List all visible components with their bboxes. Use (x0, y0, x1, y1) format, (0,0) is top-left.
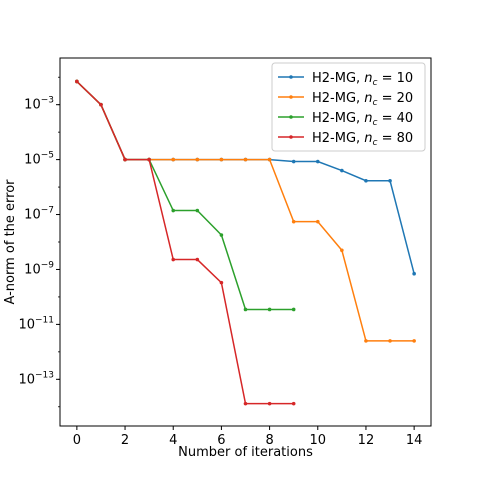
data-point (315, 219, 320, 224)
x-tick-label: 6 (217, 433, 225, 448)
y-tick-label: 10−7 (24, 206, 54, 223)
legend-marker (289, 115, 293, 119)
x-tick-label: 4 (169, 433, 177, 448)
data-point (315, 159, 320, 164)
data-point (75, 79, 79, 84)
data-point (219, 157, 224, 162)
data-point (195, 208, 200, 213)
series-line (76, 80, 294, 405)
data-point (243, 401, 248, 406)
y-tick-label: 10−11 (18, 315, 54, 332)
data-point (219, 233, 224, 237)
y-axis-label: A-norm of the error (3, 179, 18, 305)
data-point (219, 280, 224, 285)
y-tick-label: 10−9 (24, 260, 54, 277)
data-point (243, 157, 248, 162)
legend-item: H2-MG, nc = 40 (278, 111, 413, 128)
legend-label: H2-MG, nc = 80 (312, 131, 413, 148)
data-point (147, 157, 151, 162)
data-point (195, 157, 200, 162)
data-point (412, 271, 416, 276)
data-point (291, 401, 296, 406)
data-point (171, 208, 176, 213)
data-point (171, 257, 176, 262)
x-tick-label: 12 (358, 433, 375, 448)
legend-item: H2-MG, nc = 10 (278, 71, 413, 88)
x-tick-label: 2 (121, 433, 129, 448)
data-point (291, 307, 296, 312)
y-axis: 10−3 10−5 10−7 10−9 10−11 10−13 (18, 76, 60, 408)
data-point (340, 248, 344, 253)
legend: H2-MG, nc = 10 H2-MG, nc = 20 H2-MG, nc = … (271, 62, 426, 152)
y-tick-label: 10−13 (18, 370, 54, 387)
data-point (388, 339, 392, 343)
data-point (99, 102, 103, 107)
data-point (267, 307, 272, 312)
legend-label: H2-MG, nc = 20 (312, 91, 413, 108)
legend-marker (289, 75, 293, 79)
legend-label: H2-MG, nc = 10 (312, 71, 413, 88)
x-tick-label: 8 (265, 433, 273, 448)
data-point (388, 178, 392, 183)
x-tick-label: 14 (406, 433, 423, 448)
data-point (195, 257, 200, 262)
x-tick-label: 0 (73, 433, 81, 448)
x-tick-label: 10 (309, 433, 326, 448)
y-tick-label: 10−3 (24, 96, 54, 113)
data-point (291, 219, 296, 224)
legend-item: H2-MG, nc = 20 (278, 91, 413, 108)
data-point (364, 339, 368, 343)
legend-marker (289, 135, 293, 139)
legend-marker (289, 95, 293, 99)
data-point (340, 168, 344, 173)
data-point (412, 339, 416, 343)
data-point (291, 159, 296, 164)
legend-frame (271, 62, 426, 152)
legend-item: H2-MG, nc = 80 (278, 131, 413, 148)
y-tick-label: 10−5 (24, 151, 54, 168)
series-layer (75, 79, 416, 406)
data-point (243, 307, 248, 312)
data-point (267, 401, 272, 406)
data-point (123, 157, 127, 162)
x-axis: 0 2 4 6 8 10 12 14 (73, 426, 423, 448)
legend-label: H2-MG, nc = 40 (312, 111, 413, 128)
data-point (364, 178, 368, 183)
x-axis-label: Number of iterations (178, 445, 313, 460)
series-3 (75, 79, 296, 406)
data-point (171, 157, 176, 162)
data-point (267, 157, 272, 162)
